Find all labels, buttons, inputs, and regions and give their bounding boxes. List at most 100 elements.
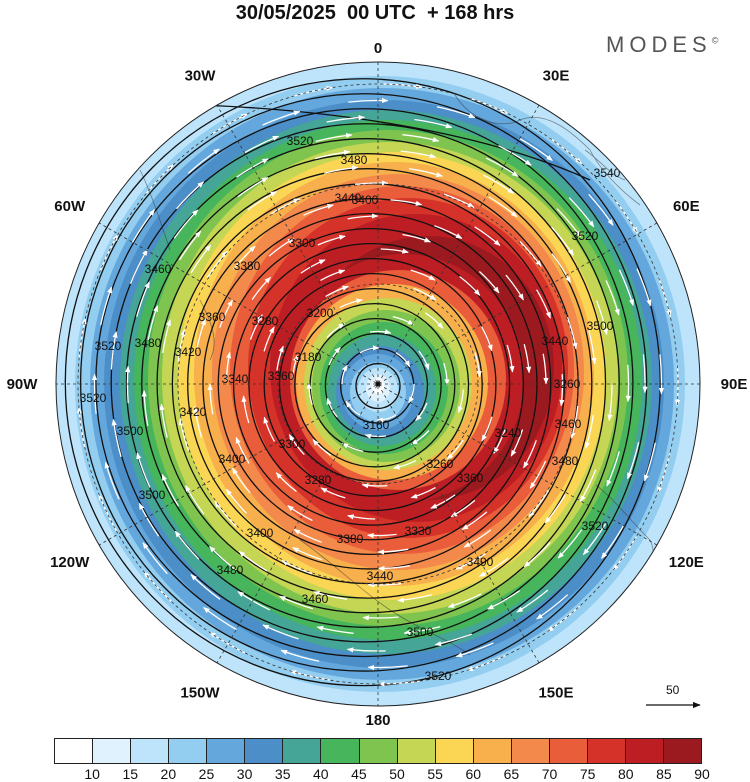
streamline-arrow xyxy=(263,416,275,442)
streamline-arrow xyxy=(528,490,550,518)
contour-value-label: 3260 xyxy=(427,457,454,471)
streamline-arrow xyxy=(570,405,579,439)
streamline-arrow xyxy=(362,615,399,621)
streamline-arrow xyxy=(488,196,518,218)
streamline-arrow xyxy=(410,430,430,445)
streamline-arrow xyxy=(275,472,297,493)
parallel-line xyxy=(177,183,579,585)
streamline-arrow xyxy=(237,177,269,198)
contour-value-label: 3520 xyxy=(80,391,107,405)
streamline-arrow xyxy=(474,352,482,378)
streamline-arrow xyxy=(607,385,613,422)
longitude-label: 180 xyxy=(365,712,390,729)
colorbar-tick-label: 45 xyxy=(351,766,367,782)
streamline-arrow xyxy=(179,230,202,261)
streamline-arrow xyxy=(588,330,597,365)
longitude-label: 90E xyxy=(721,376,748,393)
streamline-arrow xyxy=(111,418,122,458)
colorbar-tick-label: 65 xyxy=(503,766,520,782)
streamline-arrow xyxy=(233,245,256,270)
streamline-arrow xyxy=(516,589,549,613)
streamline-arrow xyxy=(241,395,250,424)
streamline-arrow xyxy=(104,461,120,500)
streamline-arrow xyxy=(214,500,237,527)
streamline-arrow xyxy=(595,300,609,336)
contour-value-label: 3500 xyxy=(407,625,434,639)
streamline-arrow xyxy=(196,318,206,350)
streamline-arrow xyxy=(443,193,475,208)
streamline-arrow xyxy=(478,557,509,577)
longitude-label: 120E xyxy=(669,554,704,571)
streamline-arrow xyxy=(367,582,402,588)
streamline-arrow xyxy=(625,364,631,403)
streamline-arrow xyxy=(579,469,597,503)
streamline-arrow xyxy=(585,414,594,449)
streamline-arrow xyxy=(193,406,203,438)
longitude-label: 120W xyxy=(50,554,90,571)
colorbar-segment xyxy=(397,739,436,763)
streamline-arrow xyxy=(348,97,389,104)
streamline-arrow xyxy=(367,532,397,539)
streamline-arrow xyxy=(326,397,338,418)
streamline-arrow xyxy=(361,483,388,489)
streamline-arrow xyxy=(536,289,551,319)
height-contour xyxy=(263,272,483,497)
colorbar-segment xyxy=(283,739,322,763)
streamline-arrow xyxy=(410,487,436,499)
streamline-arrow xyxy=(293,529,322,543)
colorbar-segment xyxy=(55,739,94,763)
streamline-arrow xyxy=(380,248,409,254)
contour-value-label: 3480 xyxy=(552,454,579,468)
streamline-arrow xyxy=(300,259,326,274)
contour-value-label: 3300 xyxy=(279,437,306,451)
contour-value-label: 3420 xyxy=(175,345,202,359)
colorbar-tick-label: 30 xyxy=(236,766,253,782)
streamline-arrow xyxy=(436,106,476,119)
streamline-arrow xyxy=(129,248,148,284)
meridian-line xyxy=(98,222,658,546)
height-contour xyxy=(110,123,620,643)
colorbar-segment xyxy=(169,739,208,763)
colorbar-segment xyxy=(473,739,512,763)
streamline-arrow xyxy=(288,434,305,456)
streamline-arrow xyxy=(559,374,565,407)
streamline-arrow xyxy=(203,606,237,631)
streamline-arrow xyxy=(402,233,432,243)
streamline-arrow xyxy=(544,494,566,524)
parallel-line xyxy=(277,283,479,485)
streamline-arrow xyxy=(328,347,341,366)
streamline-arrow xyxy=(408,168,443,177)
longitude-label: 60E xyxy=(673,198,700,215)
streamline-arrow xyxy=(131,209,156,243)
meridian-line xyxy=(216,104,540,664)
streamline-arrow xyxy=(316,625,354,634)
streamline-arrow xyxy=(312,439,332,456)
streamline-arrow xyxy=(142,542,168,575)
streamline-arrow xyxy=(251,276,271,300)
streamline-arrow xyxy=(455,553,486,570)
colorbar-tick-label: 80 xyxy=(617,766,634,782)
streamline-arrow xyxy=(341,442,364,453)
height-contour xyxy=(248,257,497,512)
streamline-arrow xyxy=(173,209,199,239)
streamline-arrow xyxy=(347,514,376,520)
streamline-arrow xyxy=(483,174,515,194)
streamline-arrow xyxy=(505,274,524,301)
streamline-arrow xyxy=(455,642,494,658)
height-contour xyxy=(141,153,593,614)
contour-value-label: 3240 xyxy=(495,426,522,440)
streamline-arrow xyxy=(474,226,501,246)
colorbar-tick-label: 90 xyxy=(694,766,710,782)
streamline-arrow xyxy=(493,428,507,454)
contour-value-label: 3300 xyxy=(289,236,316,250)
streamline-arrow xyxy=(523,542,551,568)
streamline-arrow xyxy=(481,326,493,352)
streamline-arrow xyxy=(339,298,363,308)
streamline-arrow xyxy=(177,329,186,363)
contour-value-label: 3400 xyxy=(247,526,274,540)
streamline-arrow xyxy=(459,275,481,296)
colorbar-tick-label: 20 xyxy=(160,766,177,782)
streamline-arrow xyxy=(643,442,656,482)
streamline-arrow xyxy=(510,429,524,457)
streamline-arrow xyxy=(463,529,492,548)
